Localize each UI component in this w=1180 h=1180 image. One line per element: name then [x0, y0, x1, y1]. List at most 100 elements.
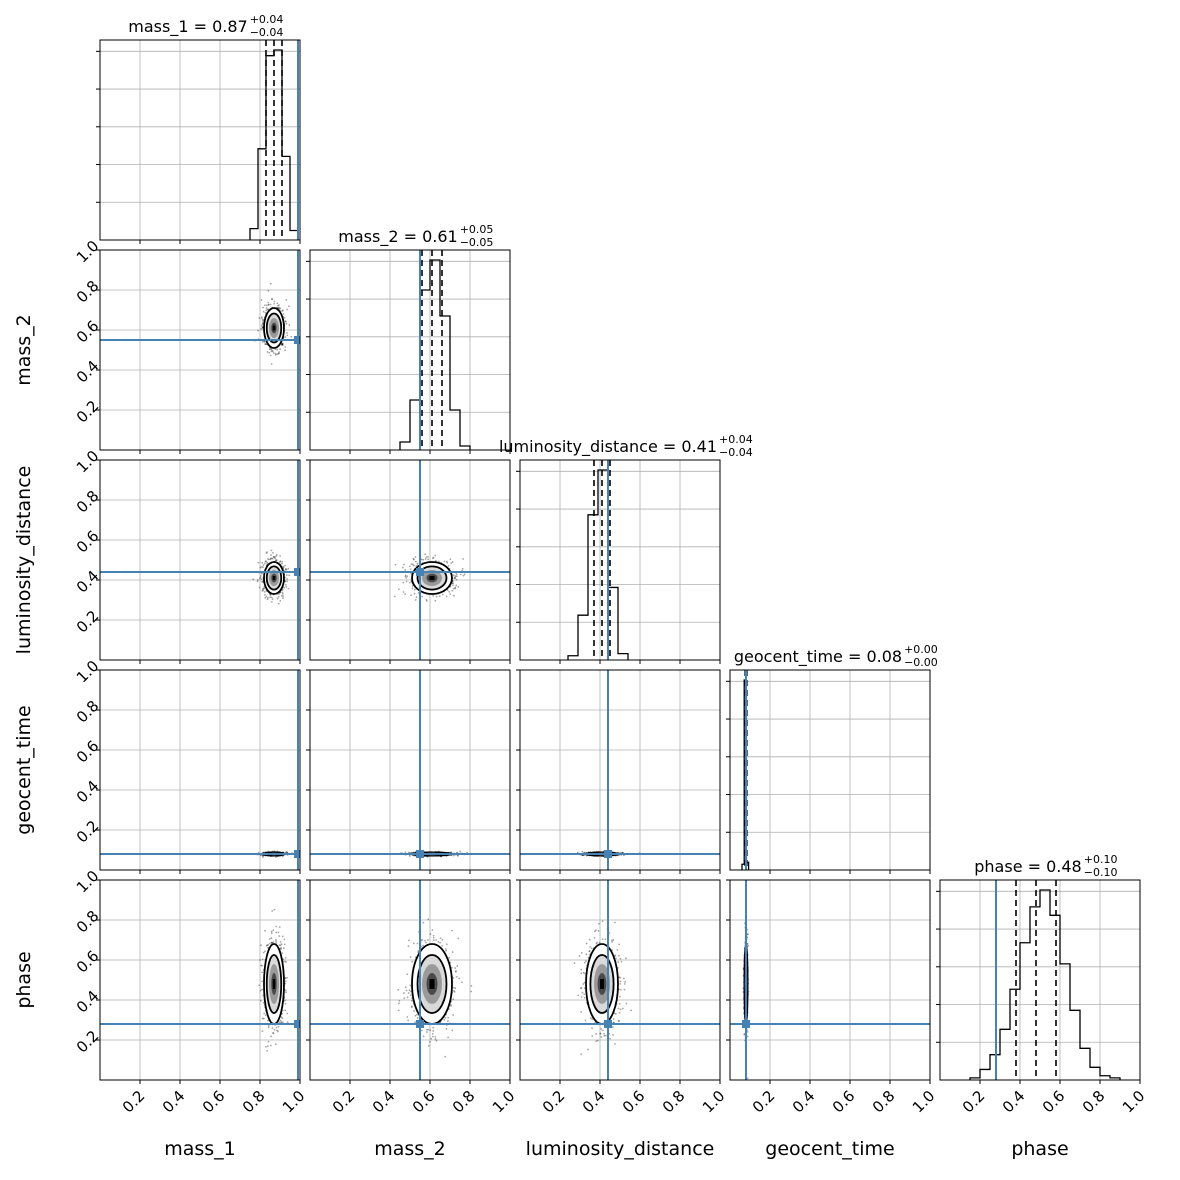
sample-point [273, 302, 276, 305]
sample-point [407, 851, 410, 854]
sample-point [265, 560, 267, 563]
sample-point [278, 351, 281, 354]
hist-bar [588, 515, 598, 660]
sample-point [281, 855, 284, 858]
sample-point [276, 302, 279, 305]
sample-point [260, 316, 263, 319]
sample-point [282, 313, 285, 315]
sample-point [409, 568, 412, 571]
panel-frame [309, 249, 511, 451]
sample-point [261, 326, 264, 329]
sample-point [281, 343, 284, 346]
sample-point [459, 850, 462, 853]
sample-point [259, 989, 262, 992]
sample-point [286, 1012, 289, 1015]
sample-point [274, 352, 277, 355]
x-axis-label: mass_1 [164, 1138, 236, 1160]
posterior-peak [272, 979, 276, 989]
sample-point [434, 554, 437, 557]
sample-point [284, 336, 287, 338]
sample-point [260, 299, 263, 301]
sample-point [285, 585, 288, 588]
sample-point [267, 289, 270, 292]
sample-point [281, 562, 283, 565]
sample-point [397, 1002, 400, 1005]
sample-point [443, 560, 446, 563]
sample-point [258, 586, 261, 589]
sample-point [263, 587, 266, 590]
sample-point [454, 575, 457, 577]
sample-point [259, 566, 262, 569]
sample-point [263, 562, 266, 565]
sample-point [257, 561, 260, 564]
sample-point [262, 854, 265, 857]
scatter-panel-mass_2-vs-geocent_time [306, 669, 511, 874]
sample-point [279, 307, 282, 310]
sample-point [277, 602, 280, 605]
sample-point [277, 352, 280, 355]
sample-point [272, 556, 275, 558]
title-text: mass_2 = 0.61 [338, 227, 457, 247]
sample-point [285, 574, 288, 576]
sample-point [279, 555, 282, 557]
sample-point [441, 593, 444, 596]
sample-point [414, 599, 417, 601]
sample-point [271, 557, 274, 560]
sample-point [453, 594, 455, 597]
sample-point [286, 851, 289, 854]
title-text: geocent_time = 0.08 [734, 647, 902, 667]
sample-point [266, 944, 269, 947]
sample-point [284, 1002, 287, 1005]
grid [520, 670, 720, 870]
sample-point [269, 557, 272, 560]
sample-point [275, 931, 278, 934]
title-minus: −0.05 [460, 236, 494, 249]
sample-point [404, 575, 407, 578]
y-tick-label: 0.4 [73, 777, 103, 807]
sample-point [267, 1026, 270, 1029]
sample-point [263, 341, 266, 343]
sample-point [284, 1009, 287, 1012]
sample-point [267, 943, 270, 946]
sample-point [270, 554, 273, 556]
sample-point [261, 327, 264, 330]
sample-point [276, 1029, 278, 1032]
sample-point [261, 319, 264, 322]
panel-title-mass_2: mass_2 = 0.61 +0.05−0.05 [338, 223, 493, 249]
sample-point [284, 568, 287, 571]
sample-point [265, 552, 268, 555]
sample-point [270, 600, 273, 603]
sample-point [272, 1032, 275, 1035]
sample-point [410, 563, 413, 566]
sample-point [285, 332, 288, 334]
sample-point [280, 946, 282, 949]
sample-point [282, 947, 285, 950]
hist-bar [274, 50, 282, 240]
sample-point [425, 598, 428, 601]
hist-bar [450, 410, 460, 450]
hist-panel-luminosity_distance: luminosity_distance = 0.41 +0.04−0.04 [499, 433, 753, 664]
y-tick-label: 0.2 [73, 397, 103, 427]
sample-point [454, 576, 456, 579]
sample-point [264, 343, 267, 345]
sample-point [279, 944, 282, 947]
sample-point [269, 1044, 272, 1047]
sample-point [286, 976, 288, 979]
sample-point [269, 348, 272, 351]
y-tick-label: 0.8 [73, 907, 103, 937]
sample-point [268, 558, 270, 561]
sample-point [425, 556, 428, 558]
grid [730, 670, 930, 870]
sample-point [259, 999, 262, 1002]
sample-point [427, 555, 429, 558]
sample-point [281, 343, 284, 346]
y-tick-label: 0.2 [73, 817, 103, 847]
sample-point [401, 566, 404, 569]
sample-point [264, 929, 266, 932]
sample-point [269, 354, 272, 357]
title-plus: +0.05 [460, 223, 494, 236]
hist-bar [266, 56, 274, 240]
sample-point [278, 944, 281, 946]
